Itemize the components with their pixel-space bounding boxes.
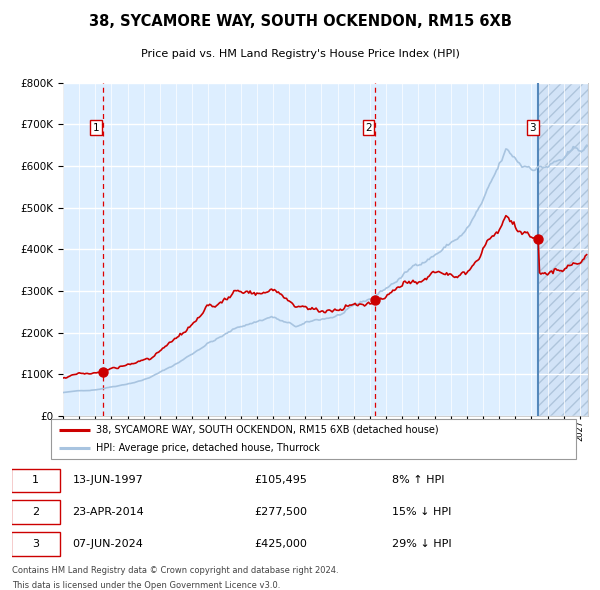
Text: 8% ↑ HPI: 8% ↑ HPI	[392, 476, 445, 486]
Text: 2: 2	[365, 123, 372, 133]
FancyBboxPatch shape	[51, 419, 576, 459]
Text: 1: 1	[32, 476, 39, 486]
Text: £105,495: £105,495	[254, 476, 307, 486]
FancyBboxPatch shape	[11, 500, 60, 524]
Text: Price paid vs. HM Land Registry's House Price Index (HPI): Price paid vs. HM Land Registry's House …	[140, 50, 460, 60]
Text: 23-APR-2014: 23-APR-2014	[73, 507, 144, 517]
Bar	[538, 83, 588, 416]
Text: 38, SYCAMORE WAY, SOUTH OCKENDON, RM15 6XB (detached house): 38, SYCAMORE WAY, SOUTH OCKENDON, RM15 6…	[95, 425, 438, 435]
Text: 3: 3	[530, 123, 536, 133]
Text: 38, SYCAMORE WAY, SOUTH OCKENDON, RM15 6XB: 38, SYCAMORE WAY, SOUTH OCKENDON, RM15 6…	[89, 14, 511, 30]
Text: Contains HM Land Registry data © Crown copyright and database right 2024.: Contains HM Land Registry data © Crown c…	[12, 566, 338, 575]
Text: 1: 1	[93, 123, 100, 133]
FancyBboxPatch shape	[11, 468, 60, 492]
Text: £277,500: £277,500	[254, 507, 307, 517]
Bar	[538, 83, 588, 416]
Text: HPI: Average price, detached house, Thurrock: HPI: Average price, detached house, Thur…	[95, 443, 319, 453]
Text: 13-JUN-1997: 13-JUN-1997	[73, 476, 143, 486]
Text: 2: 2	[32, 507, 39, 517]
Text: 29% ↓ HPI: 29% ↓ HPI	[392, 539, 452, 549]
Text: 3: 3	[32, 539, 39, 549]
Text: £425,000: £425,000	[254, 539, 307, 549]
Text: This data is licensed under the Open Government Licence v3.0.: This data is licensed under the Open Gov…	[12, 581, 280, 590]
Text: 07-JUN-2024: 07-JUN-2024	[73, 539, 143, 549]
Text: 15% ↓ HPI: 15% ↓ HPI	[392, 507, 452, 517]
FancyBboxPatch shape	[11, 532, 60, 556]
